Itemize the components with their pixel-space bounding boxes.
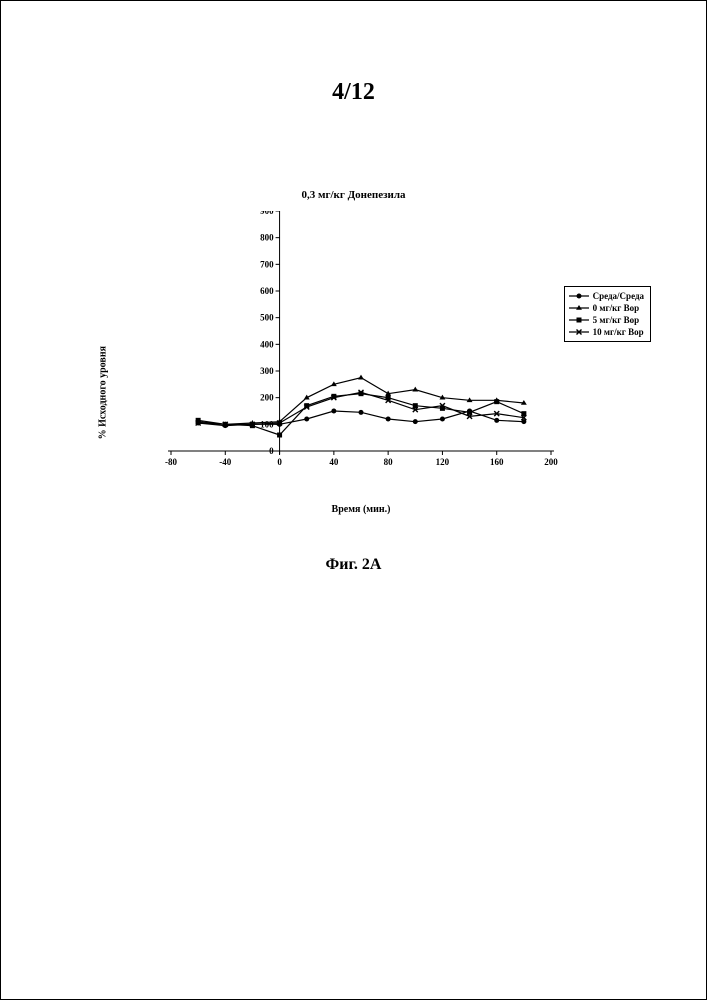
line-chart: -80-400408012016020001002003004005006007… [111, 211, 651, 481]
y-axis-label: % Исходного уровня [98, 346, 109, 439]
legend-label: 10 мг/кг Вор [593, 326, 644, 338]
square-icon [569, 315, 589, 325]
svg-text:40: 40 [329, 457, 339, 467]
legend-item: 10 мг/кг Вор [569, 326, 644, 338]
triangle-icon [569, 303, 589, 313]
legend-label: Среда/Среда [593, 290, 644, 302]
x-icon [569, 327, 589, 337]
svg-text:700: 700 [260, 259, 274, 269]
svg-text:-40: -40 [219, 457, 231, 467]
svg-text:500: 500 [260, 313, 274, 323]
svg-text:120: 120 [436, 457, 450, 467]
svg-text:0: 0 [269, 446, 274, 456]
svg-text:-80: -80 [165, 457, 177, 467]
x-axis-label: Время (мин.) [171, 504, 551, 515]
svg-text:800: 800 [260, 233, 274, 243]
svg-text:0: 0 [277, 457, 282, 467]
legend-item: 0 мг/кг Вор [569, 302, 644, 314]
svg-text:600: 600 [260, 286, 274, 296]
svg-text:80: 80 [384, 457, 394, 467]
circle-icon [569, 291, 589, 301]
legend-label: 0 мг/кг Вор [593, 302, 640, 314]
svg-text:900: 900 [260, 211, 274, 216]
legend-item: Среда/Среда [569, 290, 644, 302]
chart-title: 0,3 мг/кг Донепезила [1, 189, 706, 201]
page-number: 4/12 [1, 79, 706, 106]
svg-text:200: 200 [544, 457, 558, 467]
legend-label: 5 мг/кг Вор [593, 314, 640, 326]
page: 4/12 0,3 мг/кг Донепезила % Исходного ур… [0, 0, 707, 1000]
chart-container: % Исходного уровня -80-40040801201602000… [111, 211, 651, 481]
figure-caption: Фиг. 2А [1, 556, 706, 574]
svg-text:200: 200 [260, 393, 274, 403]
legend-item: 5 мг/кг Вор [569, 314, 644, 326]
svg-text:400: 400 [260, 339, 274, 349]
legend: Среда/Среда0 мг/кг Вор5 мг/кг Вор10 мг/к… [564, 286, 651, 342]
svg-text:300: 300 [260, 366, 274, 376]
svg-text:160: 160 [490, 457, 504, 467]
